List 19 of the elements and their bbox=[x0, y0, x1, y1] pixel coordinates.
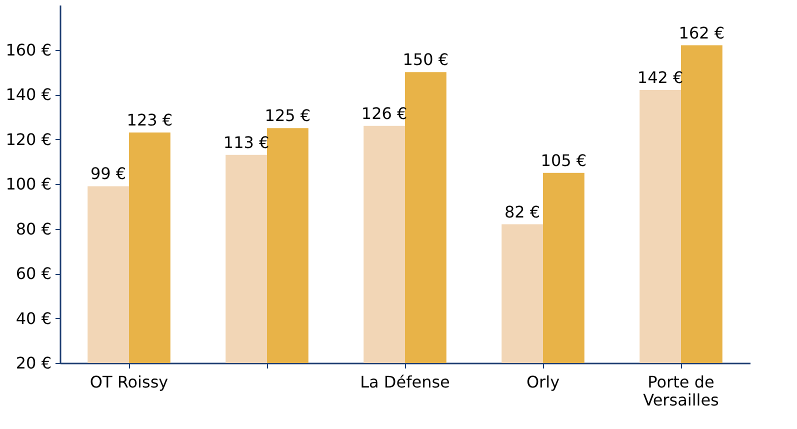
data-label: 125 € bbox=[264, 106, 311, 126]
y-tick-label: 20 € bbox=[16, 354, 52, 372]
data-label: 105 € bbox=[540, 150, 587, 170]
data-label: 82 € bbox=[504, 202, 540, 222]
y-tick-label: 60 € bbox=[16, 264, 52, 283]
x-tick-label: La Défense bbox=[360, 372, 450, 392]
data-label: 162 € bbox=[678, 23, 725, 42]
x-tick-label: Porte de Versailles bbox=[643, 372, 719, 410]
data-label: 150 € bbox=[402, 50, 449, 70]
y-tick-label: 160 € bbox=[6, 40, 52, 60]
y-tick-label: 40 € bbox=[16, 308, 52, 328]
y-tick-label: 80 € bbox=[16, 219, 52, 238]
x-tick-label: Orly bbox=[526, 372, 560, 392]
y-tick-label: 120 € bbox=[6, 130, 52, 149]
data-label: 99 € bbox=[90, 164, 126, 184]
y-tick-label: 100 € bbox=[6, 174, 52, 194]
data-label: 123 € bbox=[126, 110, 173, 130]
y-tick-label: 140 € bbox=[6, 85, 52, 104]
x-tick-label: OT Roissy bbox=[90, 372, 168, 392]
